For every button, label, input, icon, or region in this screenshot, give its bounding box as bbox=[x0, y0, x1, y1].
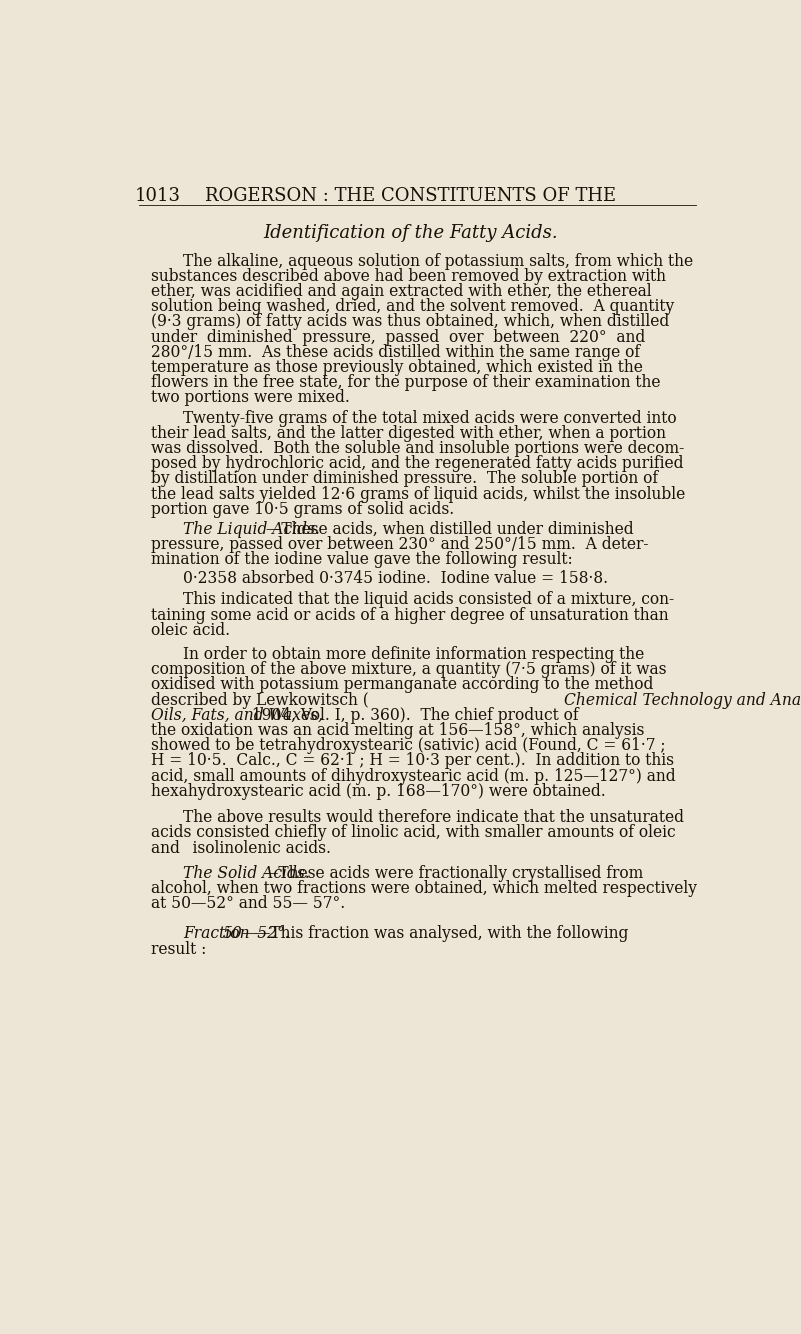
Text: This indicated that the liquid acids consisted of a mixture, con-: This indicated that the liquid acids con… bbox=[183, 591, 674, 608]
Text: taining some acid or acids of a higher degree of unsaturation than: taining some acid or acids of a higher d… bbox=[151, 607, 669, 624]
Text: Fraction: Fraction bbox=[183, 926, 250, 942]
Text: ROGERSON : THE CONSTITUENTS OF THE: ROGERSON : THE CONSTITUENTS OF THE bbox=[205, 187, 616, 205]
Text: The alkaline, aqueous solution of potassium salts, from which the: The alkaline, aqueous solution of potass… bbox=[183, 252, 694, 269]
Text: ether, was acidified and again extracted with ether, the ethereal: ether, was acidified and again extracted… bbox=[151, 283, 652, 300]
Text: The above results would therefore indicate that the unsaturated: The above results would therefore indica… bbox=[183, 810, 684, 826]
Text: The Solid Acids.: The Solid Acids. bbox=[183, 864, 310, 882]
Text: and  isolinolenic acids.: and isolinolenic acids. bbox=[151, 839, 331, 856]
Text: the oxidation was an acid melting at 156—158°, which analysis: the oxidation was an acid melting at 156… bbox=[151, 722, 644, 739]
Text: described by Lewkowitsch (: described by Lewkowitsch ( bbox=[151, 691, 368, 708]
Text: 1904, Vol. I, p. 360).  The chief product of: 1904, Vol. I, p. 360). The chief product… bbox=[248, 707, 579, 724]
Text: oxidised with potassium permanganate according to the method: oxidised with potassium permanganate acc… bbox=[151, 676, 654, 694]
Text: was dissolved.  Both the soluble and insoluble portions were decom-: was dissolved. Both the soluble and inso… bbox=[151, 440, 684, 458]
Text: by distillation under diminished pressure.  The soluble portion of: by distillation under diminished pressur… bbox=[151, 471, 658, 487]
Text: Twenty-five grams of the total mixed acids were converted into: Twenty-five grams of the total mixed aci… bbox=[183, 410, 677, 427]
Text: H = 10·5.  Calc., C = 62·1 ; H = 10·3 per cent.).  In addition to this: H = 10·5. Calc., C = 62·1 ; H = 10·3 per… bbox=[151, 752, 674, 770]
Text: acids consisted chiefly of linolic acid, with smaller amounts of oleic: acids consisted chiefly of linolic acid,… bbox=[151, 824, 676, 842]
Text: portion gave 10·5 grams of solid acids.: portion gave 10·5 grams of solid acids. bbox=[151, 500, 454, 518]
Text: —This fraction was analysed, with the following: —This fraction was analysed, with the fo… bbox=[256, 926, 629, 942]
Text: substances described above had been removed by extraction with: substances described above had been remo… bbox=[151, 268, 666, 284]
Text: result :: result : bbox=[151, 940, 207, 958]
Text: oleic acid.: oleic acid. bbox=[151, 622, 230, 639]
Text: acid, small amounts of dihydroxystearic acid (m. p. 125—127°) and: acid, small amounts of dihydroxystearic … bbox=[151, 767, 676, 784]
Text: the lead salts yielded 12·6 grams of liquid acids, whilst the insoluble: the lead salts yielded 12·6 grams of liq… bbox=[151, 486, 686, 503]
Text: 50—52°.: 50—52°. bbox=[223, 926, 290, 942]
Text: their lead salts, and the latter digested with ether, when a portion: their lead salts, and the latter digeste… bbox=[151, 426, 666, 442]
Text: 280°/15 mm.  As these acids distilled within the same range of: 280°/15 mm. As these acids distilled wit… bbox=[151, 344, 640, 360]
Text: flowers in the free state, for the purpose of their examination the: flowers in the free state, for the purpo… bbox=[151, 374, 661, 391]
Text: two portions were mixed.: two portions were mixed. bbox=[151, 390, 350, 407]
Text: alcohol, when two fractions were obtained, which melted respectively: alcohol, when two fractions were obtaine… bbox=[151, 880, 697, 896]
Text: hexahydroxystearic acid (m. p. 168—170°) were obtained.: hexahydroxystearic acid (m. p. 168—170°)… bbox=[151, 783, 606, 800]
Text: solution being washed, dried, and the solvent removed.  A quantity: solution being washed, dried, and the so… bbox=[151, 297, 674, 315]
Text: pressure, passed over between 230° and 250°/15 mm.  A deter-: pressure, passed over between 230° and 2… bbox=[151, 536, 649, 552]
Text: Chemical Technology and Analysis of: Chemical Technology and Analysis of bbox=[565, 691, 801, 708]
Text: mination of the iodine value gave the following result:: mination of the iodine value gave the fo… bbox=[151, 551, 573, 568]
Text: —These acids, when distilled under diminished: —These acids, when distilled under dimin… bbox=[267, 520, 634, 538]
Text: under  diminished  pressure,  passed  over  between  220°  and: under diminished pressure, passed over b… bbox=[151, 328, 646, 346]
Text: Oils, Fats, and Waxes,: Oils, Fats, and Waxes, bbox=[151, 707, 323, 724]
Text: Identification of the Fatty Acids.: Identification of the Fatty Acids. bbox=[264, 224, 557, 241]
Text: temperature as those previously obtained, which existed in the: temperature as those previously obtained… bbox=[151, 359, 643, 376]
Text: In order to obtain more definite information respecting the: In order to obtain more definite informa… bbox=[183, 646, 645, 663]
Text: at 50—52° and 55— 57°.: at 50—52° and 55— 57°. bbox=[151, 895, 345, 912]
Text: composition of the above mixture, a quantity (7·5 grams) of it was: composition of the above mixture, a quan… bbox=[151, 662, 666, 678]
Text: —These acids were fractionally crystallised from: —These acids were fractionally crystalli… bbox=[263, 864, 643, 882]
Text: The Liquid Acids.: The Liquid Acids. bbox=[183, 520, 320, 538]
Text: showed to be tetrahydroxystearic (sativic) acid (Found, C = 61·7 ;: showed to be tetrahydroxystearic (sativi… bbox=[151, 738, 666, 754]
Text: 0·2358 absorbed 0·3745 iodine.  Iodine value = 158·8.: 0·2358 absorbed 0·3745 iodine. Iodine va… bbox=[183, 570, 609, 587]
Text: 1013: 1013 bbox=[135, 187, 180, 205]
Text: posed by hydrochloric acid, and the regenerated fatty acids purified: posed by hydrochloric acid, and the rege… bbox=[151, 455, 683, 472]
Text: (9·3 grams) of fatty acids was thus obtained, which, when distilled: (9·3 grams) of fatty acids was thus obta… bbox=[151, 313, 670, 331]
